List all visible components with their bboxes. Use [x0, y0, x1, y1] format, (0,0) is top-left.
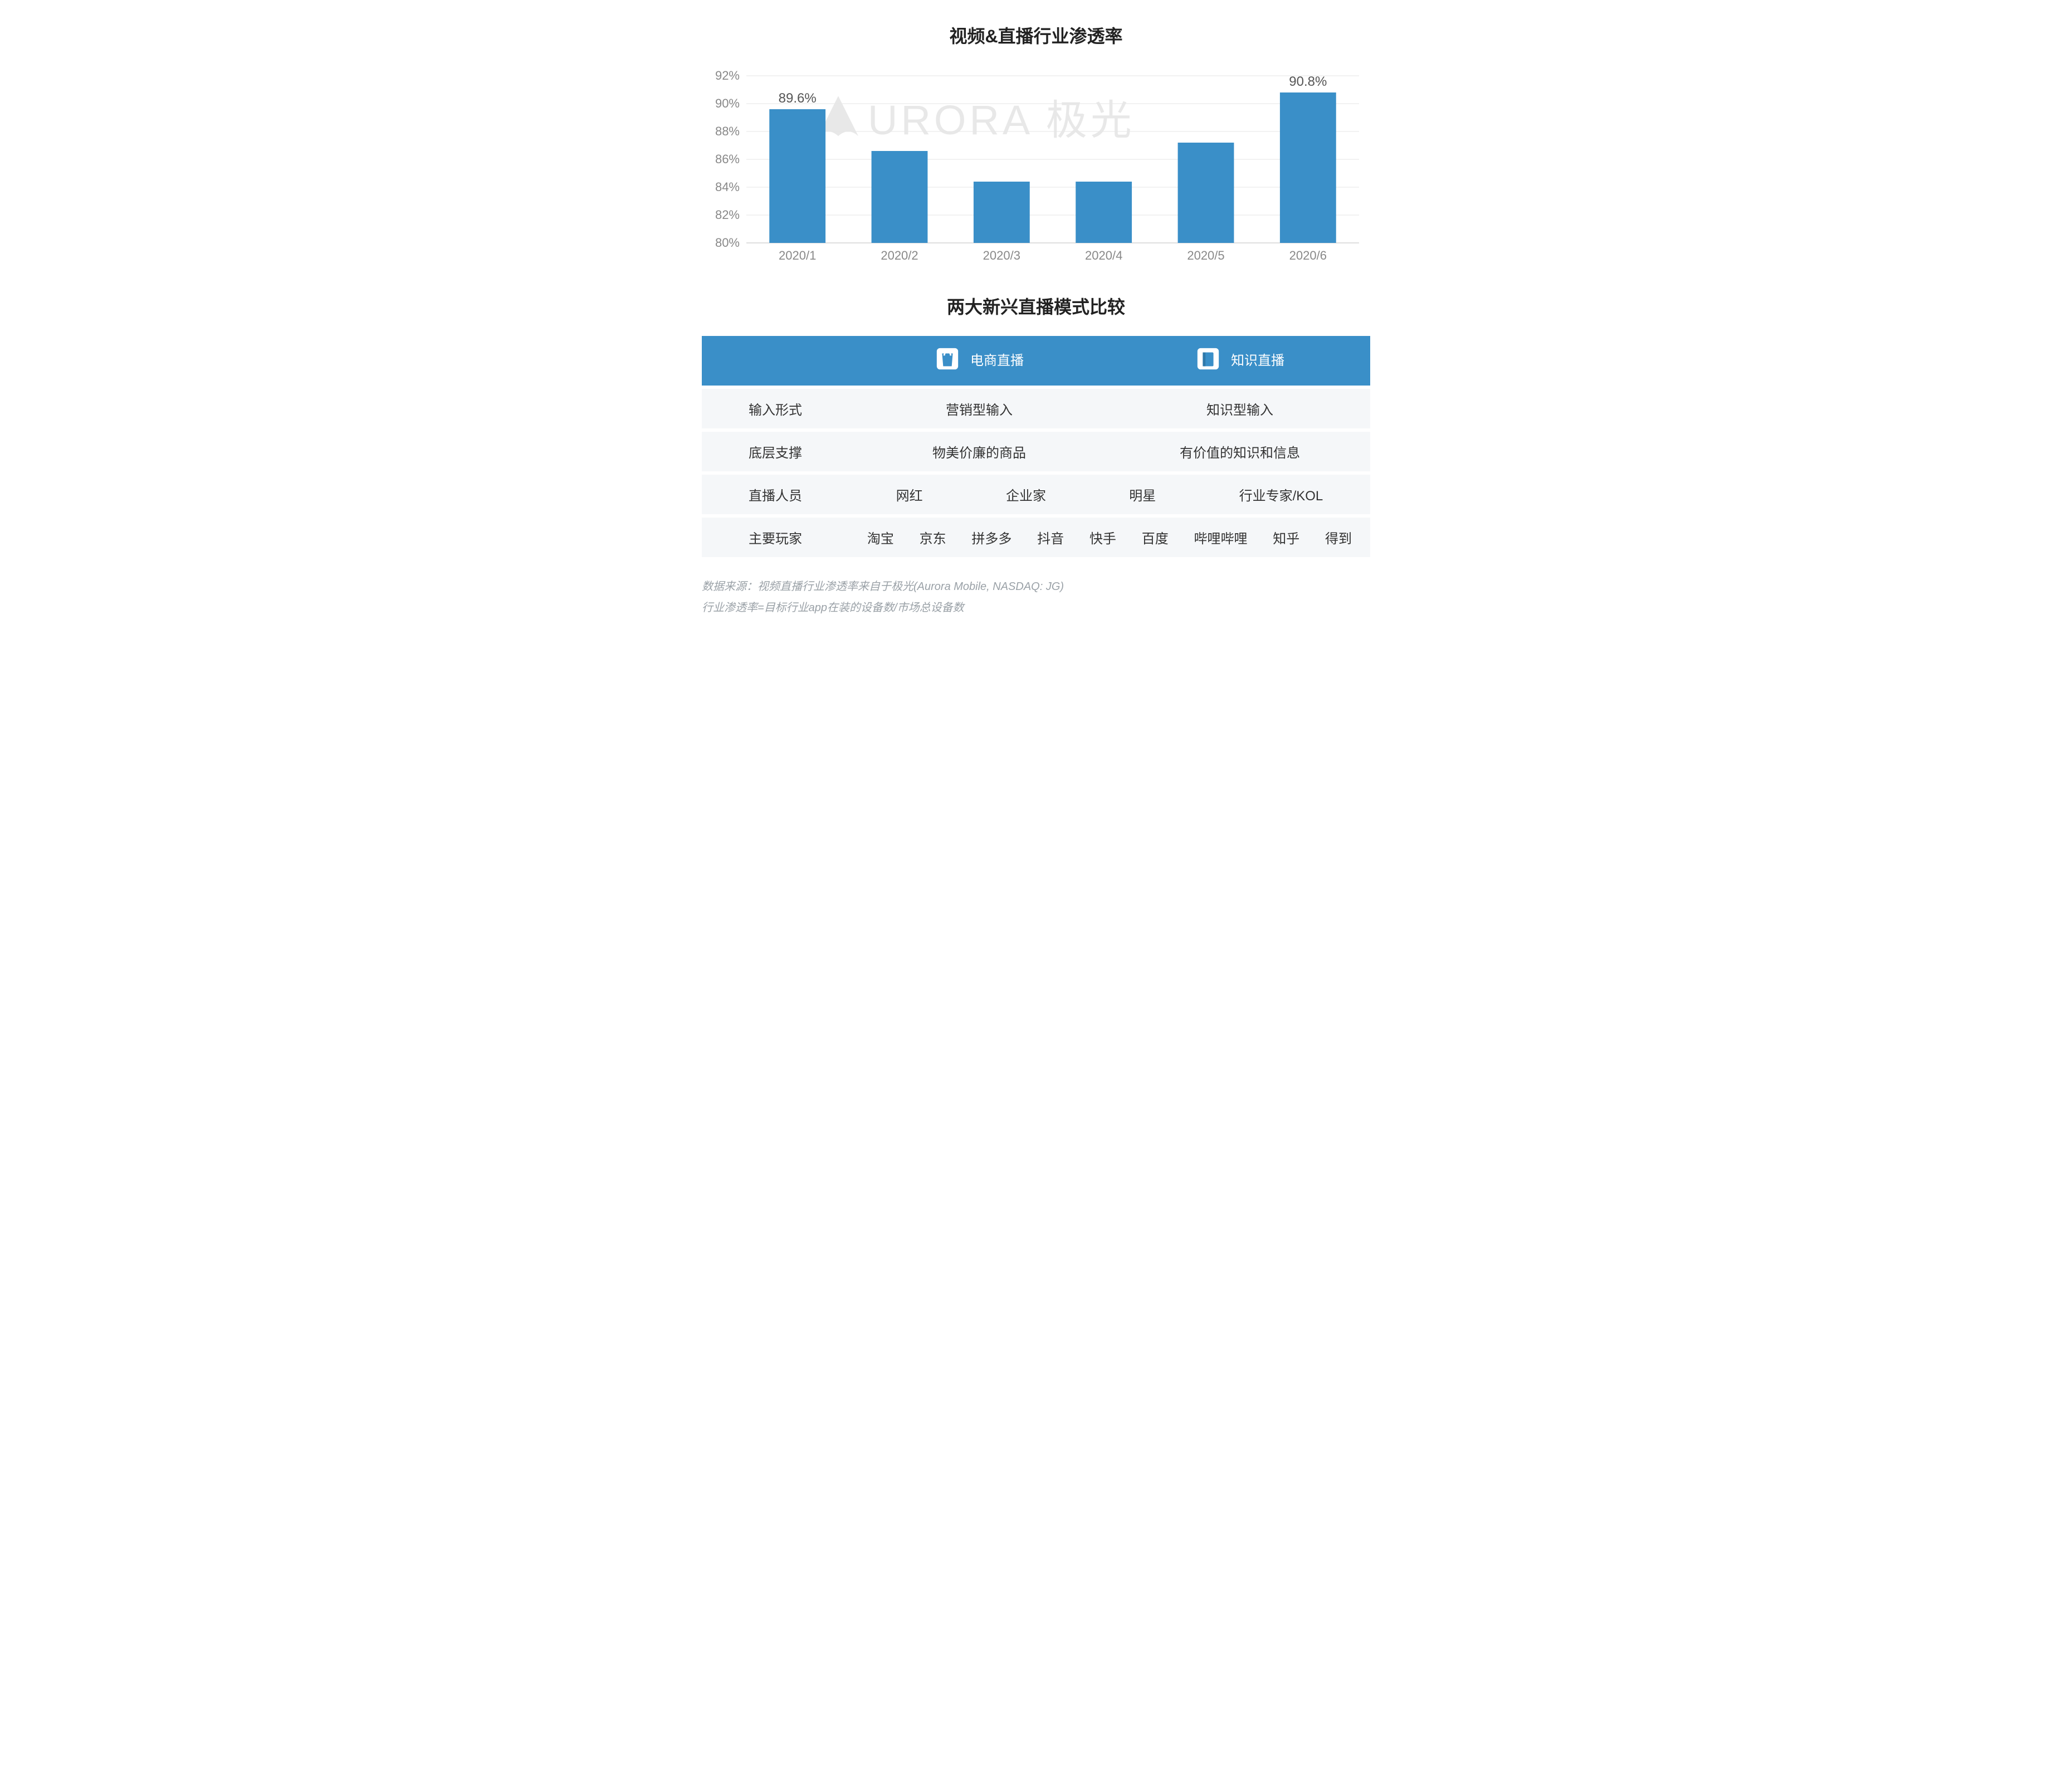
footnote: 数据来源：视频直播行业渗透率来自于极光(Aurora Mobile, NASDA… — [702, 576, 1370, 618]
table-header-col1: 电商直播 — [849, 336, 1110, 386]
bar — [872, 151, 928, 243]
list-item: 淘宝 — [867, 528, 894, 547]
xtick-label: 2020/3 — [983, 248, 1020, 262]
ytick-label: 84% — [715, 180, 740, 194]
xtick-label: 2020/5 — [1187, 248, 1224, 262]
list-item: 知乎 — [1273, 528, 1299, 547]
xtick-label: 2020/6 — [1289, 248, 1327, 262]
table-header-row: 电商直播 知识直播 — [702, 336, 1370, 386]
list-item: 快手 — [1089, 528, 1116, 547]
xtick-label: 2020/2 — [881, 248, 918, 262]
comparison-table: 电商直播 知识直播 输入形式 营销型输入 知识型输入 底层支撑 物美价 — [702, 333, 1370, 560]
bar — [1076, 182, 1132, 243]
cell-col1: 物美价廉的商品 — [849, 432, 1110, 471]
table-header-col2: 知识直播 — [1110, 336, 1370, 386]
row-label: 直播人员 — [702, 475, 849, 514]
footnote-line2: 行业渗透率=目标行业app在装的设备数/市场总设备数 — [702, 597, 1370, 618]
bar — [769, 109, 825, 243]
table-header-empty — [702, 336, 849, 386]
ytick-label: 86% — [715, 152, 740, 166]
list-item: 哔哩哔哩 — [1194, 528, 1247, 547]
list-item: 抖音 — [1037, 528, 1064, 547]
footnote-line1: 数据来源：视频直播行业渗透率来自于极光(Aurora Mobile, NASDA… — [702, 576, 1370, 597]
table-row: 直播人员 网红 企业家 明星 行业专家/KOL — [702, 475, 1370, 514]
cell-span: 淘宝 京东 拼多多 抖音 快手 百度 哔哩哔哩 知乎 得到 — [849, 518, 1370, 557]
cell-col2: 知识型输入 — [1110, 389, 1370, 428]
table-row: 主要玩家 淘宝 京东 拼多多 抖音 快手 百度 哔哩哔哩 知乎 得到 — [702, 518, 1370, 557]
table-row: 底层支撑 物美价廉的商品 有价值的知识和信息 — [702, 432, 1370, 471]
col2-header-label: 知识直播 — [1231, 349, 1284, 369]
list-item: 企业家 — [1006, 485, 1046, 504]
ytick-label: 80% — [715, 236, 740, 250]
table-row: 输入形式 营销型输入 知识型输入 — [702, 389, 1370, 428]
bar-chart-svg: 80% 82% 84% 86% 88% 90% 92% 89.6% 2020/1 2020/2 20… — [702, 65, 1370, 265]
cell-col2: 有价值的知识和信息 — [1110, 432, 1370, 471]
row-label: 主要玩家 — [702, 518, 849, 557]
xtick-label: 2020/1 — [779, 248, 816, 262]
xtick-label: 2020/4 — [1085, 248, 1122, 262]
col1-header-label: 电商直播 — [970, 349, 1024, 369]
bar — [1280, 92, 1336, 243]
list-item: 京东 — [920, 528, 946, 547]
bar — [1178, 143, 1234, 243]
ytick-label: 88% — [715, 124, 740, 138]
bar-value-label: 89.6% — [779, 91, 817, 106]
ytick-label: 90% — [715, 96, 740, 110]
list-item: 行业专家/KOL — [1239, 485, 1323, 504]
shopping-bag-icon — [935, 346, 960, 372]
list-item: 得到 — [1325, 528, 1352, 547]
list-item: 拼多多 — [971, 528, 1011, 547]
row-label: 输入形式 — [702, 389, 849, 428]
book-icon — [1195, 346, 1221, 372]
bar-value-label: 90.8% — [1289, 74, 1327, 89]
ytick-label: 82% — [715, 208, 740, 222]
cell-col1: 营销型输入 — [849, 389, 1110, 428]
bar-chart: URORA 极光 80%82%84%86%88%90%92%89.6%2020/… — [702, 65, 1370, 265]
ytick-label: 92% — [715, 69, 740, 82]
cell-span: 网红 企业家 明星 行业专家/KOL — [849, 475, 1370, 514]
list-item: 百度 — [1142, 528, 1169, 547]
list-item: 明星 — [1129, 485, 1156, 504]
row-label: 底层支撑 — [702, 432, 849, 471]
list-item: 网红 — [896, 485, 923, 504]
bar — [974, 182, 1030, 243]
table-title: 两大新兴直播模式比较 — [702, 293, 1370, 319]
chart-title: 视频&直播行业渗透率 — [702, 22, 1370, 48]
